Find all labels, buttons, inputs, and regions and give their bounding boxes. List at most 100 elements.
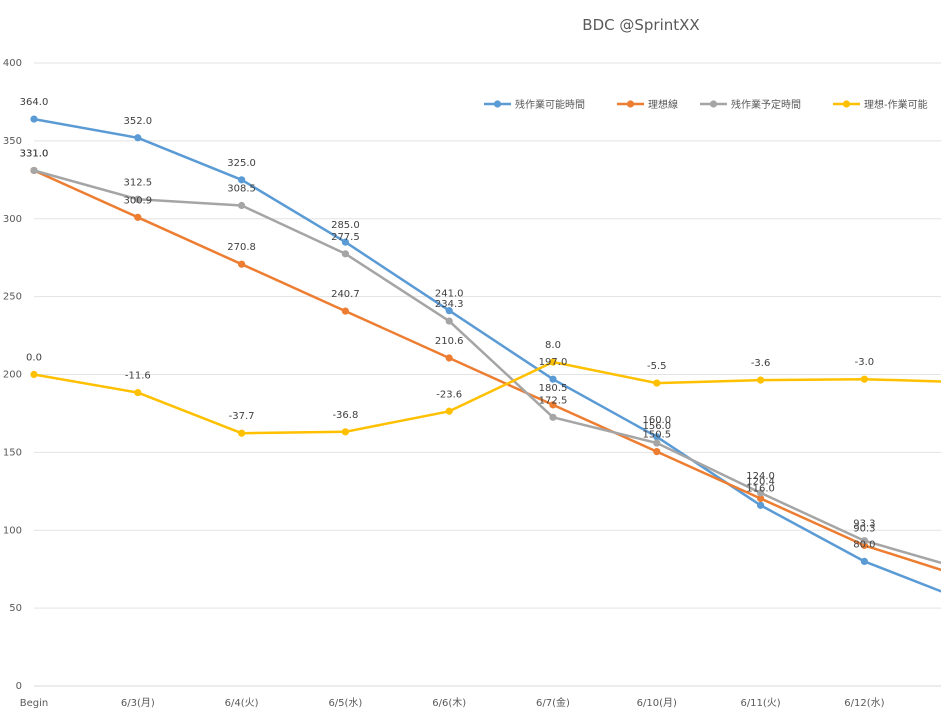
data-label: 120.4 [746,476,775,487]
data-label: 172.5 [539,395,568,406]
data-point [238,176,246,184]
data-label: 331.0 [20,148,49,159]
x-tick-label: 6/12(水) [844,697,884,709]
data-label: 116.0 [746,483,775,494]
data-label: 277.5 [331,232,360,243]
legend-marker [709,100,718,108]
data-labels: 364.0 352.0 325.0 285.0 241.0 197.0 160.0 116.0… [20,97,876,550]
chart-title: BDC @SprintXX [582,16,699,34]
y-tick-label: 150 [3,447,22,458]
series-line [33,117,941,593]
data-point [341,238,349,246]
data-label: 197.0 [539,357,568,368]
data-label: 312.5 [123,177,152,188]
legend-marker [626,100,635,108]
data-point [757,489,765,497]
data-label: 93.3 [853,519,875,530]
x-tick-label: Begin [20,698,48,709]
data-label: 160.0 [642,415,671,426]
data-label: 90.3 [853,523,875,534]
data-point [653,379,661,387]
data-point [653,447,661,456]
legend-marker [842,100,851,108]
legend-marker [493,100,502,108]
data-label: 80.0 [853,539,875,550]
y-tick-label: 200 [3,370,22,381]
legend-label: 残作業予定時間 [731,98,801,111]
data-label: 240.7 [331,289,360,300]
data-label: -37.7 [229,411,255,422]
data-label: 156.0 [642,421,671,432]
data-point [341,428,349,436]
data-label: 150.5 [642,430,671,441]
data-point [445,307,453,315]
data-label: 234.3 [435,299,464,310]
data-point [341,307,349,315]
data-point [30,115,38,123]
data-label: 308.5 [227,184,256,195]
data-label: -5.5 [647,361,667,372]
data-point [549,358,557,366]
data-point [30,166,38,175]
x-tick-label: 6/6(木) [432,697,466,709]
data-point [653,433,661,441]
y-tick-label: 50 [9,603,22,614]
data-label: 270.8 [227,242,256,253]
data-point [549,375,557,383]
data-label: 364.0 [20,97,49,108]
data-point [134,195,142,203]
x-tick-label: 6/11(火) [740,697,780,709]
data-point [238,260,246,268]
legend: 残作業可能時間 理想線 残作業予定時間 理想-作業可能 [484,98,928,111]
y-tick-label: 350 [3,136,22,147]
y-tick-label: 300 [3,214,22,225]
data-point [757,376,765,384]
data-label: -3.6 [751,358,771,369]
data-point [445,317,453,325]
series-layer [30,115,941,593]
data-label: -3.0 [855,357,875,368]
data-point [134,213,142,221]
x-tick-label: 6/4(火) [225,697,259,709]
data-point [445,407,453,415]
data-label: 285.0 [331,220,360,231]
y-tick-label: 100 [3,525,22,536]
data-point [860,537,869,545]
legend-label: 理想-作業可能 [864,98,928,111]
data-label: 331.0 [20,148,49,159]
data-point [549,413,557,421]
data-label: 325.0 [227,158,256,169]
data-point [134,134,142,142]
data-label: -36.8 [332,410,358,421]
axes: 0 50 100 150 200 250 300 350 400 Begin 6/3(月) 6/4(火… [3,58,885,709]
data-label: 241.0 [435,289,464,300]
data-label: 124.0 [746,471,775,482]
x-tick-label: 6/7(金) [536,696,570,709]
x-tick-label: 6/10(月) [637,697,677,709]
y-tick-label: 0 [16,681,22,692]
data-label: 8.0 [545,340,561,351]
legend-label: 残作業可能時間 [515,98,585,111]
y-tick-label: 250 [3,292,22,303]
data-point [134,388,142,397]
x-tick-label: 6/5(水) [328,697,362,709]
data-point [757,501,765,509]
data-label: -11.6 [125,371,151,382]
data-point [860,375,869,383]
series-line [33,169,941,565]
data-label: 0.0 [26,353,42,364]
data-point [757,494,765,503]
data-point [445,354,453,362]
data-label: 180.5 [539,383,568,394]
legend-label: 理想線 [648,98,678,111]
series-line [33,360,941,435]
data-point [238,429,246,437]
data-point [549,401,557,409]
data-point [860,557,869,566]
data-point [30,370,38,379]
data-label: 300.9 [123,195,152,206]
series-line [33,169,941,572]
data-label: 210.6 [435,336,464,347]
